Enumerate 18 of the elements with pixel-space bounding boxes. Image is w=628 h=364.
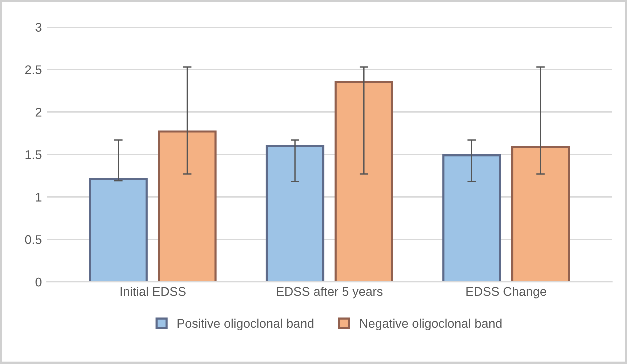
y-tick-label: 2.5 — [25, 66, 42, 74]
bar — [511, 146, 570, 282]
bar — [89, 178, 148, 282]
x-tick-label: Initial EDSS — [120, 286, 186, 296]
y-tick-label: 1.5 — [26, 150, 42, 160]
legend-label: Negative oligoclonal band — [360, 318, 502, 331]
x-tick-label: EDSS Change — [466, 286, 546, 299]
y-tick-label: 0.5 — [25, 235, 42, 244]
bar — [334, 81, 394, 282]
bar — [266, 145, 325, 282]
y-tick-label: 3 — [36, 23, 42, 32]
y-tick-label: 1 — [36, 193, 42, 202]
bar — [158, 130, 217, 282]
legend-label: Positive oligoclonal band — [178, 318, 314, 331]
x-tick-label: EDSS after 5 years — [277, 286, 383, 299]
bar — [442, 154, 502, 282]
y-tick-label: 0 — [36, 278, 42, 287]
y-tick-label: 2 — [36, 108, 42, 117]
